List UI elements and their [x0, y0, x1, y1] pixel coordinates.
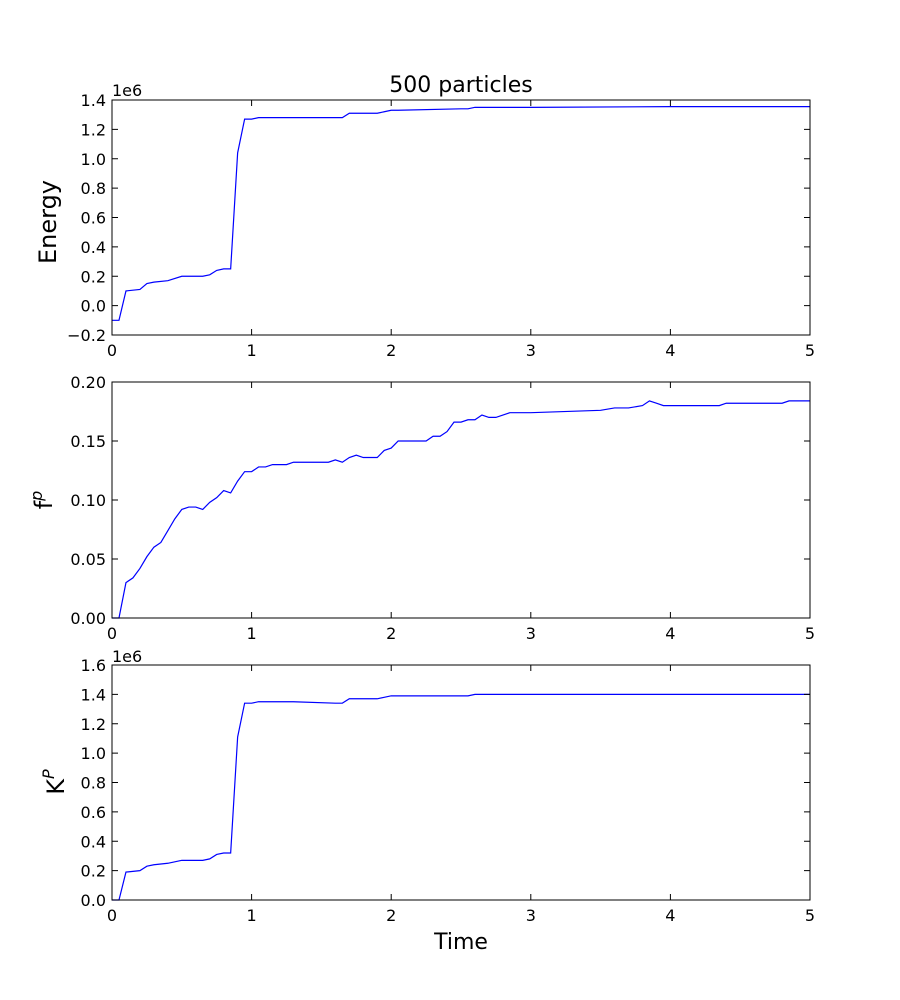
energy-y-tick-label: 0.8	[81, 179, 106, 198]
energy-series-group	[112, 106, 810, 321]
fp-y-tick-label: 0.00	[70, 609, 106, 628]
fp-x-tick-label: 0	[107, 624, 117, 643]
x-axis-label: Time	[433, 930, 488, 955]
kp-y-axis-label: KP	[39, 769, 70, 795]
kp-y-tick-label: 0.0	[81, 891, 106, 910]
kp-x-tick-label: 2	[386, 906, 396, 925]
kp-series-group	[112, 693, 810, 901]
fp-y-tick-label: 0.20	[70, 373, 106, 392]
energy-y-tick-label: 0.4	[81, 238, 106, 257]
energy-series-line	[112, 106, 810, 321]
fp-x-tick-label: 5	[805, 624, 815, 643]
kp-axes-frame	[111, 664, 811, 901]
energy-offset-text: 1e6	[112, 81, 142, 100]
energy-x-tick-label: 1	[247, 341, 257, 360]
kp-series-line	[112, 693, 810, 901]
figure-title: 500 particles	[389, 73, 532, 98]
fp-panel: 0.00 0.05 0.10 0.15 0.20 0 1 2 3 4 5 fp	[27, 373, 815, 643]
fp-x-tick-label: 2	[386, 624, 396, 643]
kp-x-tick-label: 4	[665, 906, 675, 925]
fp-y-tick-label: 0.05	[70, 550, 106, 569]
energy-x-tick-label: 5	[805, 341, 815, 360]
fp-y-axis-label: fp	[27, 491, 58, 510]
kp-y-tick-label: 1.4	[81, 685, 106, 704]
fp-y-tick-label: 0.10	[70, 491, 106, 510]
energy-x-tick-label: 3	[526, 341, 536, 360]
fp-y-ticks: 0.00 0.05 0.10 0.15 0.20	[70, 373, 810, 628]
fp-y-axis-label-base: f	[30, 500, 58, 509]
energy-axes-frame	[111, 99, 811, 336]
energy-y-ticks: −0.2 0.0 0.2 0.4 0.6 0.8 1.0 1.2 1.4	[67, 91, 810, 345]
kp-y-tick-label: 0.4	[81, 832, 106, 851]
kp-x-tick-label: 3	[526, 906, 536, 925]
kp-y-axis-label-base: K	[42, 778, 70, 795]
energy-x-tick-label: 4	[665, 341, 675, 360]
energy-y-tick-label: 1.2	[81, 120, 106, 139]
kp-y-tick-label: 0.2	[81, 862, 106, 881]
energy-y-tick-label: −0.2	[67, 326, 106, 345]
kp-y-tick-label: 0.6	[81, 803, 106, 822]
fp-series-line	[112, 400, 810, 619]
fp-series-group	[112, 400, 810, 619]
kp-y-axis-label-sup: P	[39, 769, 58, 779]
kp-offset-text: 1e6	[112, 647, 142, 666]
energy-y-tick-label: 0.6	[81, 209, 106, 228]
fp-y-axis-label-sup: p	[27, 491, 46, 502]
energy-x-tick-label: 0	[107, 341, 117, 360]
fp-x-tick-label: 3	[526, 624, 536, 643]
energy-x-tick-label: 2	[386, 341, 396, 360]
kp-x-tick-label: 5	[805, 906, 815, 925]
kp-x-tick-label: 1	[247, 906, 257, 925]
fp-x-tick-label: 4	[665, 624, 675, 643]
fp-y-tick-label: 0.15	[70, 432, 106, 451]
kp-y-ticks: 0.0 0.2 0.4 0.6 0.8 1.0 1.2 1.4 1.6	[81, 656, 810, 910]
energy-y-tick-label: 1.0	[81, 150, 106, 169]
fp-x-tick-label: 1	[247, 624, 257, 643]
kp-y-tick-label: 1.6	[81, 656, 106, 675]
energy-y-tick-label: 0.2	[81, 267, 106, 286]
kp-y-tick-label: 0.8	[81, 774, 106, 793]
energy-y-tick-label: 1.4	[81, 91, 106, 110]
kp-y-tick-label: 1.0	[81, 744, 106, 763]
kp-panel: 0.0 0.2 0.4 0.6 0.8 1.0 1.2 1.4 1.6 0 1 2 3 4 5 1e6 K…	[39, 647, 815, 955]
energy-y-tick-label: 0.0	[81, 297, 106, 316]
kp-x-tick-label: 0	[107, 906, 117, 925]
fp-axes-frame	[111, 381, 811, 619]
energy-y-axis-label: Energy	[34, 180, 62, 264]
kp-y-tick-label: 1.2	[81, 715, 106, 734]
